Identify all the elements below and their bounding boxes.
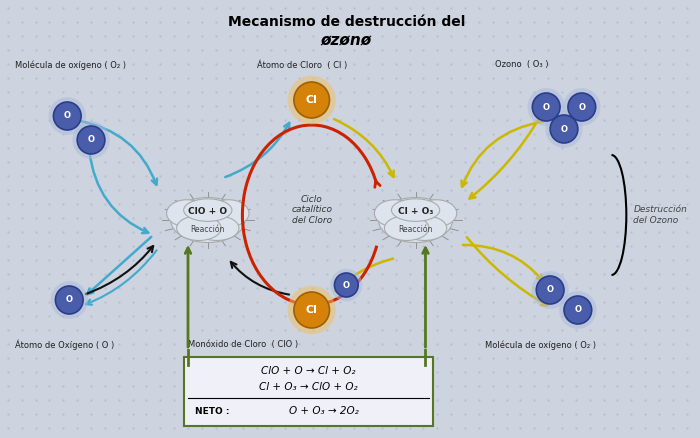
- Text: O: O: [542, 102, 550, 112]
- Circle shape: [330, 269, 363, 301]
- Text: øzønø: øzønø: [321, 33, 372, 48]
- Text: O: O: [343, 280, 350, 290]
- Ellipse shape: [402, 216, 447, 240]
- Ellipse shape: [176, 216, 221, 240]
- Text: Ciclo
catalítico
del Cloro: Ciclo catalítico del Cloro: [291, 195, 332, 225]
- Text: Cl + O₃: Cl + O₃: [398, 208, 433, 216]
- Text: Ozono  ( O₃ ): Ozono ( O₃ ): [495, 60, 548, 70]
- Circle shape: [559, 291, 596, 329]
- Text: O: O: [561, 124, 568, 134]
- Ellipse shape: [183, 199, 232, 221]
- Ellipse shape: [391, 199, 440, 221]
- Circle shape: [568, 93, 596, 121]
- Ellipse shape: [374, 200, 415, 227]
- Circle shape: [77, 126, 105, 154]
- Text: O: O: [64, 112, 71, 120]
- Text: Átomo de Oxígeno ( O ): Átomo de Oxígeno ( O ): [15, 340, 114, 350]
- Circle shape: [545, 110, 582, 148]
- Text: O + O₃ → 2O₂: O + O₃ → 2O₂: [288, 406, 358, 416]
- FancyBboxPatch shape: [184, 357, 433, 426]
- Circle shape: [563, 88, 601, 126]
- Text: O: O: [547, 286, 554, 294]
- Ellipse shape: [171, 198, 245, 243]
- Text: Reacción: Reacción: [398, 226, 433, 234]
- Ellipse shape: [167, 200, 207, 227]
- Circle shape: [72, 121, 110, 159]
- Text: Monóxido de Cloro  ( ClO ): Monóxido de Cloro ( ClO ): [188, 340, 298, 350]
- Text: Cl: Cl: [306, 305, 318, 315]
- Text: Mecanismo de destrucción del: Mecanismo de destrucción del: [228, 15, 465, 29]
- Circle shape: [288, 76, 336, 124]
- Circle shape: [294, 82, 330, 118]
- Text: ClO + O → Cl + O₂: ClO + O → Cl + O₂: [262, 366, 356, 376]
- Circle shape: [53, 102, 81, 130]
- Circle shape: [564, 296, 592, 324]
- Text: Reacción: Reacción: [190, 226, 225, 234]
- Circle shape: [335, 273, 358, 297]
- Circle shape: [550, 115, 578, 143]
- Text: ClO + O: ClO + O: [188, 208, 228, 216]
- Text: Destrucción
del Ozono: Destrucción del Ozono: [634, 205, 687, 225]
- Ellipse shape: [208, 200, 249, 227]
- Text: Átomo de Cloro  ( Cl ): Átomo de Cloro ( Cl ): [258, 60, 347, 70]
- Text: Molécula de oxígeno ( O₂ ): Molécula de oxígeno ( O₂ ): [485, 340, 596, 350]
- Circle shape: [288, 286, 336, 334]
- Circle shape: [294, 292, 330, 328]
- Circle shape: [48, 97, 86, 135]
- Text: O: O: [574, 305, 581, 314]
- Ellipse shape: [379, 198, 453, 243]
- Circle shape: [50, 281, 88, 319]
- Circle shape: [528, 88, 565, 126]
- Text: O: O: [66, 296, 73, 304]
- Circle shape: [55, 286, 83, 314]
- Text: O: O: [578, 102, 585, 112]
- Circle shape: [531, 271, 569, 309]
- Ellipse shape: [416, 200, 457, 227]
- Ellipse shape: [195, 216, 239, 240]
- Text: Cl + O₃ → ClO + O₂: Cl + O₃ → ClO + O₂: [260, 382, 358, 392]
- Text: NETO :: NETO :: [195, 406, 230, 416]
- Ellipse shape: [384, 216, 429, 240]
- Circle shape: [536, 276, 564, 304]
- Text: Molécula de oxígeno ( O₂ ): Molécula de oxígeno ( O₂ ): [15, 60, 126, 70]
- Circle shape: [532, 93, 560, 121]
- Text: Cl: Cl: [306, 95, 318, 105]
- Text: O: O: [88, 135, 94, 145]
